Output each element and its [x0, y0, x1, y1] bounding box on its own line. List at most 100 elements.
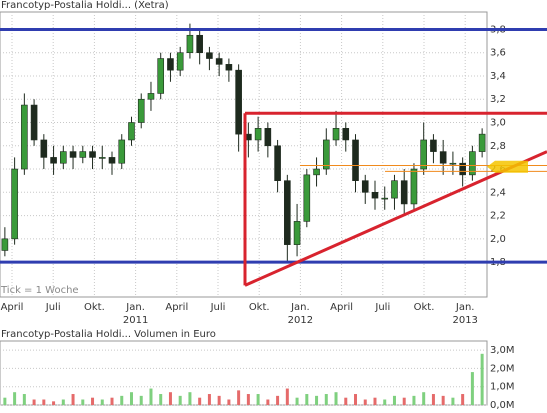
volume-bar — [42, 399, 46, 405]
volume-bar — [22, 394, 26, 405]
x-tick-label: Okt. — [84, 302, 105, 313]
candle-body — [167, 58, 174, 71]
price-frame — [0, 11, 488, 298]
candle-body — [284, 180, 291, 245]
candle-body — [352, 139, 359, 181]
year-label: 2011 — [123, 315, 148, 326]
candle-body — [274, 145, 281, 181]
y-tick-label: 2,2 — [490, 211, 506, 222]
volume-bar — [246, 394, 250, 405]
tick-note: Tick = 1 Woche — [0, 285, 79, 296]
y-tick-label: 3,0M — [490, 345, 515, 356]
volume-bar — [120, 395, 124, 405]
volume-bar — [168, 392, 172, 405]
candle-body — [60, 151, 67, 164]
candle-body — [478, 133, 486, 152]
volume-bar — [402, 397, 406, 405]
volume-bar — [451, 397, 455, 405]
volume-bar — [431, 394, 435, 405]
candle-body — [108, 157, 116, 164]
volume-bar — [149, 388, 153, 405]
volume-bar — [207, 394, 211, 405]
x-tick-label: Jan. — [125, 302, 145, 313]
candle-body — [176, 52, 184, 71]
y-tick-label: 3,4 — [490, 71, 506, 82]
x-tick-label: Okt. — [414, 302, 435, 313]
y-tick-label: 2,0 — [490, 234, 506, 245]
volume-bar — [412, 395, 416, 405]
candle-body — [225, 64, 233, 71]
candle-body — [459, 162, 466, 176]
candle-body — [371, 192, 379, 199]
candle-body — [420, 139, 427, 170]
candle-body — [196, 34, 203, 54]
candle-body — [293, 221, 301, 245]
volume-bar — [344, 397, 348, 405]
volume-bar — [32, 399, 36, 405]
x-tick-label: Okt. — [249, 302, 270, 313]
volume-bar — [480, 353, 484, 405]
candle-body — [342, 128, 350, 141]
x-tick-label: Juli — [45, 302, 61, 313]
candle-body — [40, 139, 48, 158]
candle-body — [186, 34, 194, 54]
x-tick-label: April — [1, 302, 24, 313]
volume-bar — [392, 395, 396, 405]
candle-body — [439, 151, 447, 164]
volume-bar — [13, 392, 17, 405]
candle-body — [391, 180, 398, 199]
x-tick-label: April — [330, 302, 353, 313]
volume-bar — [217, 395, 221, 405]
volume-bar — [324, 394, 328, 405]
volume-bar — [256, 394, 260, 405]
candle-body — [137, 98, 145, 123]
candle-body — [235, 69, 242, 135]
volume-bar — [81, 399, 85, 405]
candle-body — [11, 168, 18, 240]
y-tick-label: 2,8 — [490, 141, 506, 152]
volume-bar — [129, 392, 133, 405]
volume-bar — [178, 395, 182, 405]
candle-body — [469, 151, 476, 176]
volume-title: Francotyp-Postalia Holdi... Volumen in E… — [1, 329, 216, 340]
candle-body — [30, 104, 38, 141]
volume-bar — [470, 372, 474, 405]
volume-bar — [52, 401, 56, 405]
candle-body — [98, 157, 106, 159]
year-label: 2013 — [452, 315, 477, 326]
x-tick-label: Jan. — [290, 302, 310, 313]
volume-bar — [315, 395, 319, 405]
x-tick-label: Jan. — [455, 302, 475, 313]
volume-bar — [237, 390, 241, 405]
candle-body — [157, 58, 165, 94]
volume-bar — [198, 397, 202, 405]
volume-bar — [100, 399, 104, 405]
x-tick-label: Juli — [210, 302, 226, 313]
candle-body — [322, 139, 330, 170]
y-tick-label: 3,2 — [490, 94, 506, 105]
volume-bar — [441, 395, 445, 405]
candle-body — [430, 139, 437, 152]
candle-body — [332, 128, 340, 141]
volume-bar — [139, 395, 143, 405]
volume-bar — [276, 395, 280, 405]
volume-bar — [363, 399, 367, 405]
volume-bar — [3, 397, 7, 405]
candle-body — [215, 58, 223, 65]
candle-body — [254, 128, 262, 141]
candle-body — [89, 151, 96, 158]
candle-body — [128, 122, 135, 141]
chart-title: Francotyp-Postalia Holdi... (Xetra) — [1, 0, 169, 11]
candle-body — [449, 162, 457, 165]
candle-body — [206, 52, 213, 59]
volume-bar — [266, 399, 270, 405]
candle-body — [21, 104, 28, 170]
candle-body — [303, 174, 311, 222]
y-tick-label: 3,6 — [490, 48, 506, 59]
candle-body — [147, 93, 155, 100]
trend-line — [244, 150, 547, 287]
candle-body — [400, 180, 408, 205]
volume-bar — [461, 394, 465, 405]
y-tick-label: 2,4 — [490, 187, 506, 198]
